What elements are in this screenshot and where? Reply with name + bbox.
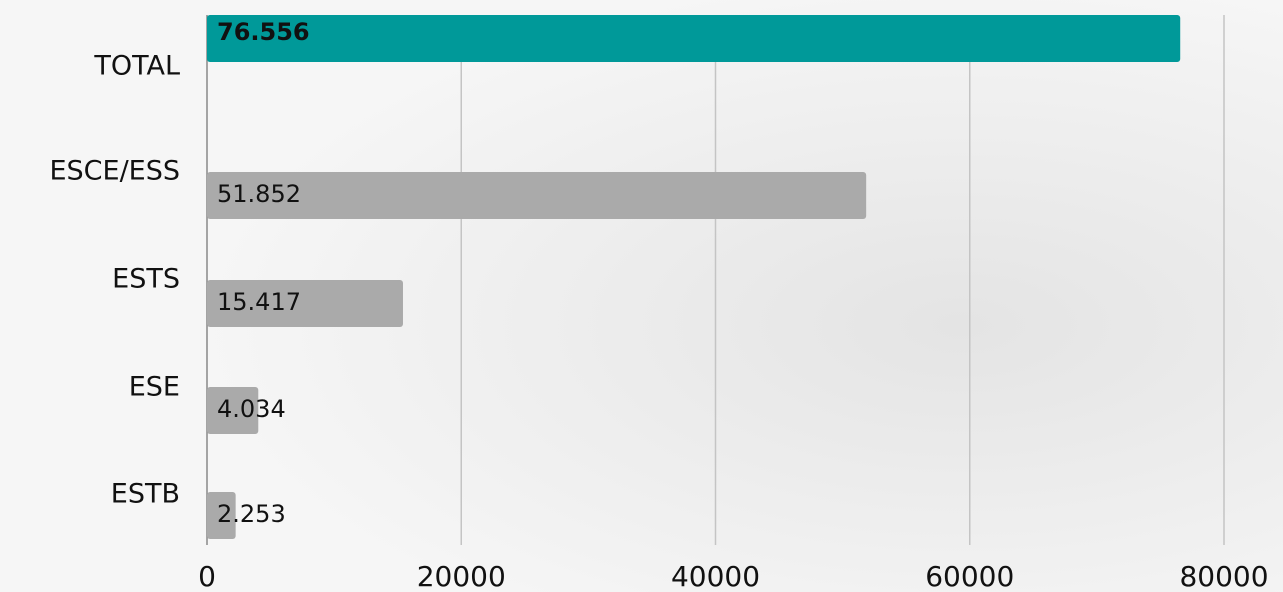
bar: [207, 172, 867, 219]
bar: [207, 280, 403, 327]
category-label: ESTS: [112, 264, 180, 295]
category-label: ESE: [129, 372, 180, 403]
value-label: 2.253: [217, 500, 286, 528]
bar: [207, 15, 1181, 62]
value-label: 15.417: [217, 288, 301, 316]
x-tick-label: 60000: [925, 560, 1014, 592]
category-label: TOTAL: [93, 51, 180, 82]
value-label: 51.852: [217, 180, 301, 208]
x-tick-label: 40000: [671, 560, 760, 592]
x-tick-label: 20000: [417, 560, 506, 592]
value-label: 4.034: [217, 395, 286, 423]
x-tick-label: 80000: [1179, 560, 1268, 592]
category-label: ESCE/ESS: [49, 156, 180, 187]
bar: [207, 387, 259, 434]
value-label: 76.556: [217, 18, 310, 46]
bar: [207, 492, 236, 539]
category-label: ESTB: [111, 479, 180, 510]
x-tick-label: 0: [198, 560, 216, 592]
